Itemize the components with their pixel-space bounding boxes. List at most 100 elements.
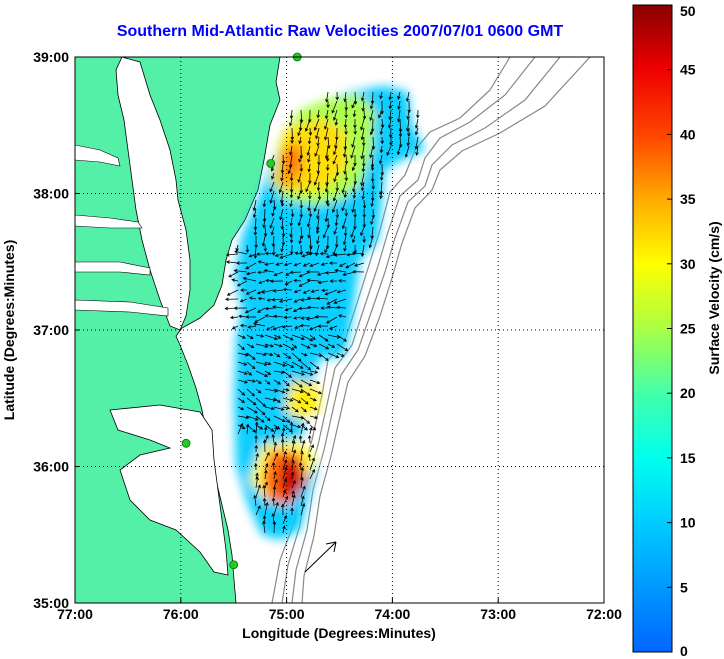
velocity-arrow: [351, 136, 356, 148]
velocity-arrow: [326, 199, 330, 207]
velocity-arrow: [326, 101, 330, 109]
velocity-arrow: [380, 118, 385, 129]
velocity-arrow: [279, 253, 293, 259]
velocity-arrow: [300, 397, 309, 405]
velocity-arrow: [272, 244, 276, 256]
velocity-arrow: [404, 145, 410, 158]
velocity-arrow: [237, 343, 245, 351]
velocity-arrow: [264, 451, 270, 462]
velocity-arrow: [263, 226, 268, 237]
velocity-arrow: [255, 406, 266, 416]
velocity-arrow: [309, 397, 317, 402]
velocity-arrow: [281, 154, 286, 165]
velocity-arrow: [308, 127, 313, 136]
velocity-arrow: [283, 315, 293, 320]
velocity-arrow: [336, 343, 349, 352]
velocity-arrow: [261, 289, 275, 294]
velocity-arrow: [361, 190, 365, 200]
velocity-arrow: [269, 279, 284, 284]
velocity-arrow: [300, 495, 305, 507]
velocity-arrow: [289, 190, 294, 199]
velocity-arrow: [379, 190, 383, 200]
velocity-arrow: [371, 208, 376, 219]
velocity-arrow: [275, 262, 284, 266]
velocity-arrow: [320, 306, 328, 310]
velocity-arrow: [342, 271, 356, 277]
velocity-arrow: [308, 190, 312, 200]
velocity-arrow: [360, 145, 365, 160]
velocity-arrow: [257, 307, 266, 313]
y-tick-label: 38:00: [33, 186, 69, 202]
velocity-arrow: [236, 280, 248, 287]
velocity-arrow: [255, 388, 262, 394]
velocity-arrow: [273, 470, 277, 480]
velocity-arrow: [317, 190, 322, 201]
velocity-arrow: [316, 136, 320, 147]
velocity-arrow: [293, 278, 302, 283]
velocity-arrow: [273, 352, 281, 358]
velocity-arrow: [269, 217, 275, 229]
velocity-arrow: [336, 352, 345, 357]
x-tick-label: 75:00: [269, 606, 305, 622]
velocity-arrow: [343, 244, 347, 252]
velocity-arrow: [344, 208, 349, 217]
velocity-arrow: [293, 298, 302, 303]
y-tick-label: 37:00: [33, 322, 69, 338]
velocity-arrow: [237, 370, 248, 375]
velocity-arrow: [284, 280, 293, 285]
velocity-arrow: [282, 370, 293, 378]
velocity-arrow: [324, 127, 329, 141]
velocity-arrow: [246, 361, 256, 370]
velocity-arrows: [224, 91, 420, 534]
pamlico-sound: [109, 404, 229, 576]
velocity-arrow: [334, 118, 339, 126]
velocity-arrow: [282, 477, 288, 489]
velocity-arrow: [255, 343, 269, 348]
velocity-arrow: [333, 298, 347, 304]
velocity-arrow: [294, 325, 302, 329]
velocity-arrow: [273, 452, 279, 462]
velocity-arrow: [293, 316, 302, 320]
velocity-arrow: [316, 181, 321, 192]
velocity-arrow: [405, 91, 410, 102]
velocity-arrow: [343, 226, 348, 237]
velocity-arrow: [406, 109, 410, 120]
velocity-arrow: [257, 260, 266, 264]
velocity-arrow: [287, 163, 293, 175]
velocity-arrow: [316, 109, 321, 119]
velocity-arrow: [282, 388, 290, 392]
velocity-arrow: [255, 352, 267, 357]
velocity-arrow: [271, 497, 276, 507]
velocity-arrow: [297, 217, 302, 227]
velocity-arrow: [314, 145, 320, 157]
y-axis-label: Latitude (Degrees:Minutes): [1, 240, 17, 420]
velocity-arrow: [293, 289, 302, 294]
velocity-arrow: [291, 361, 304, 369]
velocity-arrow: [254, 434, 258, 444]
velocity-arrow: [253, 217, 258, 231]
velocity-arrow: [319, 251, 329, 256]
velocity-arrow: [369, 127, 374, 136]
velocity-arrow: [352, 270, 365, 274]
velocity-arrow: [331, 100, 338, 114]
velocity-arrow: [240, 288, 248, 292]
velocity-arrow: [271, 297, 284, 302]
velocity-arrow: [360, 226, 365, 237]
velocity-arrow: [278, 298, 293, 303]
velocity-arrow: [280, 244, 284, 253]
velocity-arrow: [266, 298, 275, 302]
velocity-arrow: [362, 217, 367, 229]
velocity-arrow: [280, 199, 285, 207]
velocity-arrow: [326, 316, 338, 324]
velocity-arrow: [262, 199, 267, 208]
velocity-arrow: [352, 190, 357, 199]
velocity-arrow: [289, 199, 293, 208]
grid-lines: [75, 57, 604, 603]
velocity-arrow: [378, 154, 383, 165]
velocity-arrow: [338, 314, 347, 318]
velocity-arrow: [318, 343, 330, 350]
velocity-arrow: [415, 145, 419, 156]
velocity-arrow: [246, 379, 257, 383]
velocity-arrow: [279, 208, 284, 221]
velocity-arrow: [291, 440, 296, 453]
